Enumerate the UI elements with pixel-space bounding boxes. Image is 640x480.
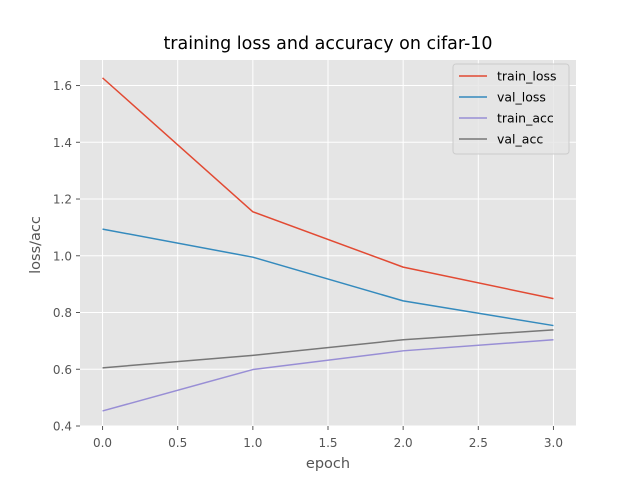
x-tick-label: 1.5 xyxy=(318,436,337,450)
chart-title: training loss and accuracy on cifar-10 xyxy=(163,34,492,54)
x-axis-ticks: 0.0 0.5 1.0 1.5 2.0 2.5 3.0 xyxy=(93,426,563,450)
y-tick-label: 0.4 xyxy=(53,420,72,434)
legend-label: train_acc xyxy=(497,111,554,126)
series-line-val-acc xyxy=(102,329,554,369)
series-lines xyxy=(102,77,554,412)
legend-label: val_loss xyxy=(497,90,546,105)
legend-box xyxy=(452,63,570,155)
y-tick-label: 0.8 xyxy=(53,306,72,320)
x-tick-label: 1.0 xyxy=(243,436,262,450)
legend-label: val_acc xyxy=(497,132,543,147)
series-line-train-acc xyxy=(102,339,554,412)
legend: train_loss val_loss train_acc val_acc xyxy=(452,63,570,155)
y-tick-label: 1.0 xyxy=(53,249,72,263)
series-line-val-loss xyxy=(102,228,554,327)
x-tick-label: 2.0 xyxy=(394,436,413,450)
x-tick-label: 0.0 xyxy=(93,436,112,450)
y-axis-ticks: 0.4 0.6 0.8 1.0 1.2 1.4 1.6 xyxy=(53,79,80,434)
legend-label: train_loss xyxy=(497,69,557,84)
x-tick-label: 3.0 xyxy=(544,436,563,450)
x-tick-label: 2.5 xyxy=(469,436,488,450)
y-tick-label: 1.6 xyxy=(53,79,72,93)
x-tick-label: 0.5 xyxy=(168,436,187,450)
series-line-train-loss xyxy=(102,77,554,300)
y-axis-label: loss/acc xyxy=(28,216,44,274)
y-tick-label: 0.6 xyxy=(53,363,72,377)
x-axis-label: epoch xyxy=(306,456,350,472)
y-tick-label: 1.2 xyxy=(53,193,72,207)
y-tick-label: 1.4 xyxy=(53,136,72,150)
